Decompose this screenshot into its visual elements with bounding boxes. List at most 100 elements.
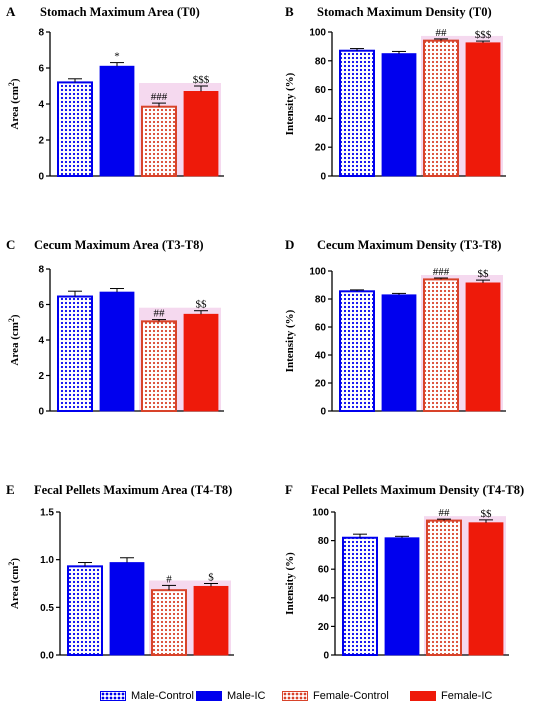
panel-letter: D — [285, 237, 294, 252]
chart-title: Fecal Pellets Maximum Density (T4-T8) — [311, 483, 524, 497]
y-tick-label: 100 — [309, 267, 326, 278]
significance-label: $$ — [478, 268, 490, 280]
y-axis-label: Area (cm2) — [7, 558, 21, 609]
legend-swatch-male-ic — [196, 691, 222, 701]
panel-f: F Fecal Pellets Maximum Density (T4-T8) 0 2… — [275, 460, 550, 685]
y-tick-label: 0.5 — [40, 603, 54, 614]
y-axis-label-end: ) — [9, 78, 21, 82]
bar-female-ic — [468, 522, 504, 656]
y-axis-label-sup: 2 — [7, 318, 16, 322]
y-tick-label: 0.0 — [40, 651, 54, 662]
y-axis-label: Area (cm2) — [7, 314, 21, 365]
y-tick-label: 80 — [315, 295, 327, 306]
bar-male-control — [342, 536, 378, 656]
legend-label: Male-IC — [227, 690, 266, 702]
bar-female-ic — [183, 313, 219, 412]
y-tick-label: 1.5 — [40, 508, 54, 519]
bar-female-control — [141, 320, 177, 412]
y-tick-label: 60 — [318, 565, 330, 576]
bar-female-control — [151, 589, 187, 657]
panel-d: D Cecum Maximum Density (T3-T8) 0 20 40 60 80 1… — [275, 225, 550, 460]
y-tick-label: 2 — [38, 371, 44, 382]
y-tick-label: 80 — [318, 536, 330, 547]
y-tick-label: 0 — [38, 172, 44, 183]
significance-label: * — [114, 51, 120, 63]
legend-item-female-control: Female-Control — [282, 690, 389, 702]
y-tick-label: 20 — [315, 379, 327, 390]
chart-title: Stomach Maximum Density (T0) — [317, 5, 492, 19]
y-tick-label: 40 — [318, 593, 330, 604]
chart-f: F Fecal Pellets Maximum Density (T4-T8) 0 2… — [284, 482, 524, 662]
legend-swatch-female-control — [282, 691, 308, 701]
significance-label: # — [166, 573, 172, 585]
bar-male-control — [339, 290, 375, 412]
legend-item-female-ic: Female-IC — [410, 690, 492, 702]
chart-title: Fecal Pellets Maximum Area (T4-T8) — [34, 483, 232, 497]
legend-label: Male-Control — [131, 690, 194, 702]
y-axis-label-end: ) — [9, 314, 21, 318]
y-tick-label: 8 — [38, 265, 44, 276]
y-tick-label: 8 — [38, 28, 44, 39]
legend-label: Female-Control — [313, 690, 389, 702]
significance-label: ### — [433, 266, 450, 278]
bar-male-ic — [384, 537, 420, 656]
y-tick-label: 100 — [312, 508, 329, 519]
significance-label: $$ — [196, 299, 208, 311]
chart-d: D Cecum Maximum Density (T3-T8) 0 20 40 60 80 1… — [284, 237, 506, 418]
y-axis-label: Intensity (%) — [284, 309, 296, 372]
y-tick-label: 0 — [320, 172, 326, 183]
significance-label: ## — [436, 27, 448, 39]
y-tick-label: 20 — [315, 143, 327, 154]
panel-letter: B — [285, 4, 294, 19]
y-tick-label: 20 — [318, 622, 330, 633]
chart-title: Cecum Maximum Density (T3-T8) — [317, 238, 501, 252]
bar-male-control — [57, 295, 93, 412]
y-tick-label: 4 — [38, 100, 44, 111]
y-tick-label: 40 — [315, 351, 327, 362]
y-tick-label: 0 — [320, 407, 326, 418]
significance-label: $$ — [481, 508, 493, 520]
panel-c: C Cecum Maximum Area (T3-T8) 0 2 4 6 8 Area (cm… — [0, 225, 275, 460]
y-axis-label-main: Intensity (%) — [284, 552, 296, 615]
panel-letter: C — [6, 237, 15, 252]
significance-label: ### — [151, 91, 168, 103]
significance-label: ## — [439, 507, 451, 519]
chart-b: B Stomach Maximum Density (T0) 0 20 40 60 80 10… — [284, 4, 506, 183]
bar-male-ic — [381, 53, 417, 177]
legend: Male-Control Male-IC Female-Control Fema… — [0, 690, 550, 706]
legend-swatch-female-ic — [410, 691, 436, 701]
y-tick-label: 60 — [315, 323, 327, 334]
bar-female-control — [423, 278, 459, 413]
bar-female-control — [423, 39, 459, 177]
panel-letter: E — [6, 482, 15, 497]
bar-female-ic — [193, 585, 229, 656]
y-axis-label-main: Intensity (%) — [284, 309, 296, 372]
bar-male-ic — [99, 291, 135, 412]
legend-item-male-control: Male-Control — [100, 690, 194, 702]
y-tick-label: 2 — [38, 136, 44, 147]
bar-male-control — [57, 81, 93, 177]
y-tick-label: 60 — [315, 85, 327, 96]
legend-swatch-male-control — [100, 691, 126, 701]
y-axis-label: Intensity (%) — [284, 552, 296, 615]
significance-label: $$$ — [193, 74, 210, 86]
chart-title: Cecum Maximum Area (T3-T8) — [34, 238, 204, 252]
chart-c: C Cecum Maximum Area (T3-T8) 0 2 4 6 8 Area (cm… — [6, 237, 224, 418]
y-tick-label: 0 — [323, 651, 329, 662]
y-axis-label-end: ) — [9, 558, 21, 562]
bar-male-ic — [381, 294, 417, 412]
chart-e: E Fecal Pellets Maximum Area (T4-T8) 0.0 0.… — [6, 482, 234, 662]
panel-e: E Fecal Pellets Maximum Area (T4-T8) 0.0 0.… — [0, 460, 275, 685]
y-tick-label: 1.0 — [40, 555, 54, 566]
y-axis-label-main: Area (cm — [9, 566, 21, 609]
significance-label: $ — [208, 572, 214, 584]
bar-male-ic — [99, 65, 135, 177]
y-tick-label: 40 — [315, 114, 327, 125]
bar-female-control — [426, 519, 462, 656]
significance-label: $$$ — [475, 29, 492, 41]
bar-male-control — [67, 565, 103, 656]
y-tick-label: 0 — [38, 407, 44, 418]
y-axis-label: Intensity (%) — [284, 72, 296, 135]
legend-label: Female-IC — [441, 690, 493, 702]
